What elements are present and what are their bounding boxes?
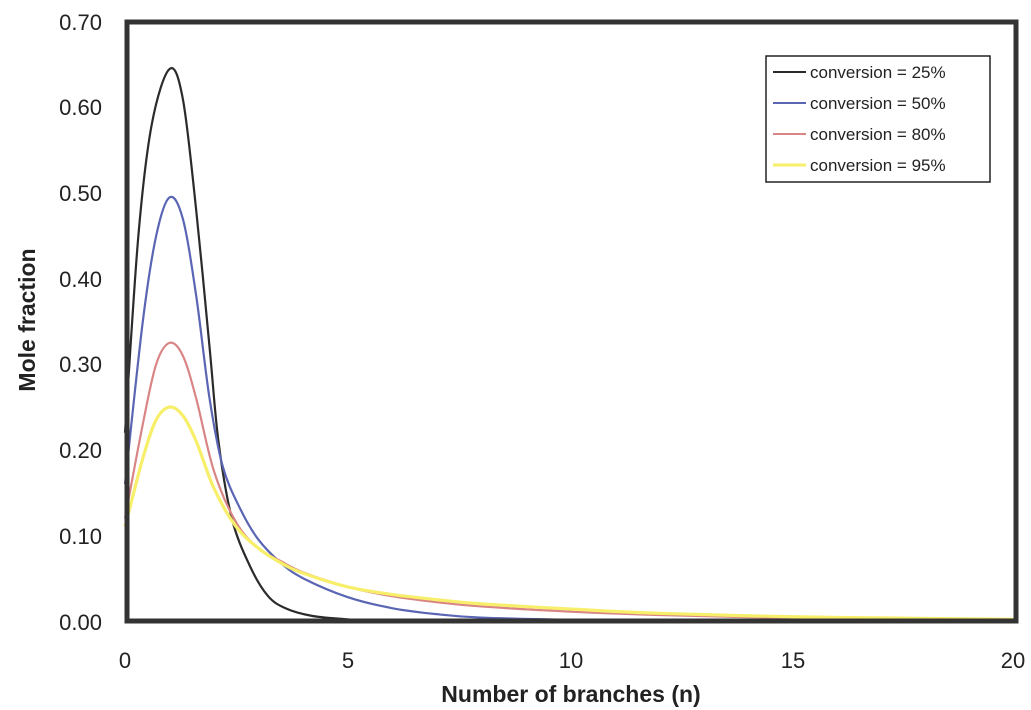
y-tick-label: 0.00: [59, 610, 102, 635]
y-axis-title: Mole fraction: [14, 248, 40, 391]
legend-label: conversion = 25%: [810, 63, 946, 82]
y-tick-label: 0.30: [59, 352, 102, 377]
y-tick-label: 0.70: [59, 10, 102, 35]
y-tick-label: 0.50: [59, 181, 102, 206]
y-tick-label: 0.10: [59, 524, 102, 549]
series-line: [123, 195, 1016, 623]
x-tick-label: 5: [342, 648, 354, 673]
legend-label: conversion = 95%: [810, 156, 946, 175]
x-tick-label: 10: [559, 648, 583, 673]
legend: conversion = 25% conversion = 50% conver…: [765, 55, 991, 183]
series-line: [123, 405, 1016, 621]
y-tick-label: 0.40: [59, 267, 102, 292]
x-tick-label: 20: [1001, 648, 1025, 673]
y-tick-label: 0.60: [59, 95, 102, 120]
series-line: [123, 341, 1016, 622]
y-tick-label: 0.20: [59, 438, 102, 463]
x-tick-label: 0: [119, 648, 131, 673]
y-tick-labels: 0.00 0.10 0.20 0.30 0.40 0.50 0.60 0.70: [59, 10, 102, 635]
x-tick-label: 15: [781, 648, 805, 673]
legend-box: [765, 55, 991, 183]
legend-label: conversion = 50%: [810, 94, 946, 113]
x-tick-labels: 0 5 10 15 20: [119, 648, 1025, 673]
x-axis-title: Number of branches (n): [441, 681, 700, 707]
legend-label: conversion = 80%: [810, 125, 946, 144]
plot-frame: [124, 19, 1019, 624]
